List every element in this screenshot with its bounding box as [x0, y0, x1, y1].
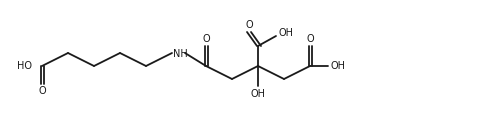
Text: OH: OH: [250, 89, 265, 99]
Text: O: O: [38, 86, 46, 96]
Text: HO: HO: [17, 61, 32, 71]
Text: OH: OH: [330, 61, 345, 71]
Text: O: O: [245, 20, 253, 30]
Text: OH: OH: [278, 28, 293, 38]
Text: NH: NH: [173, 49, 188, 59]
Text: O: O: [306, 34, 314, 44]
Text: O: O: [202, 34, 210, 44]
